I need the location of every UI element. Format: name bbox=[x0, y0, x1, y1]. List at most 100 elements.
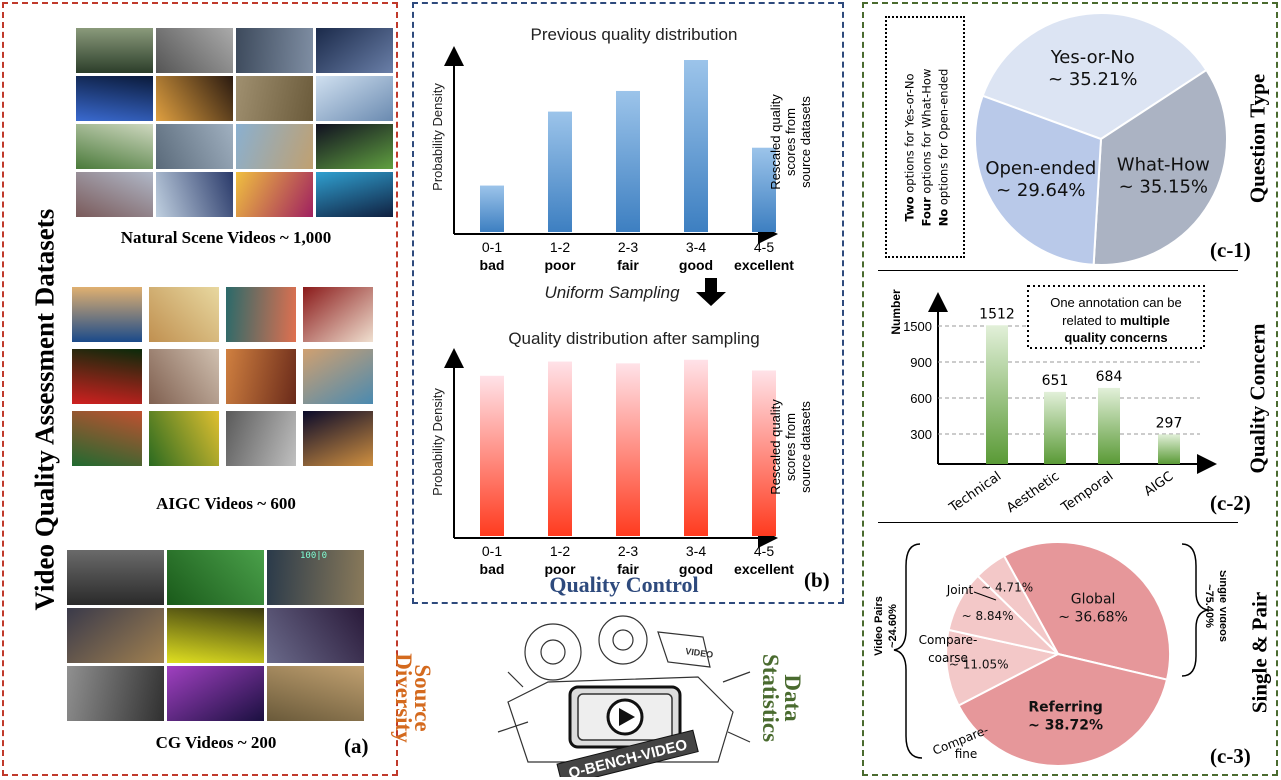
pie-label: Open-ended bbox=[985, 158, 1096, 179]
grade-label: good bbox=[679, 561, 713, 577]
pie-label: ~ 4.71% bbox=[981, 580, 1033, 594]
outer-label: Joint bbox=[946, 583, 974, 597]
y-tick: 1500 bbox=[903, 319, 932, 334]
video-thumbnail bbox=[76, 172, 153, 217]
tick-label: 2-3 bbox=[618, 239, 638, 255]
bar bbox=[480, 375, 504, 536]
grade-label: good bbox=[679, 257, 713, 273]
c1-note-line1: Two options for Yes-or-No bbox=[902, 73, 917, 222]
outer-label: coarse bbox=[928, 651, 968, 665]
data-statistics-word2: Statistics bbox=[758, 653, 783, 743]
video-thumbnail bbox=[167, 550, 264, 605]
y-tick: 900 bbox=[910, 355, 932, 370]
pie-slice bbox=[981, 12, 1208, 141]
cg-label: CG Videos ~ 200 bbox=[155, 733, 277, 752]
video-thumbnail bbox=[76, 76, 153, 121]
cg-overlay-text: 100|0 bbox=[300, 551, 328, 561]
pie-slice bbox=[1092, 68, 1228, 266]
video-thumbnail bbox=[316, 172, 393, 217]
grade-label: bad bbox=[480, 561, 505, 577]
y-tick: 600 bbox=[910, 391, 932, 406]
tick-label: 1-2 bbox=[550, 239, 570, 255]
bar bbox=[548, 361, 572, 536]
video-thumbnail bbox=[236, 172, 313, 217]
video-thumbnail bbox=[156, 76, 233, 121]
c-divider-2 bbox=[878, 522, 1238, 523]
bar bbox=[684, 359, 708, 536]
pie-label: Referring bbox=[1028, 699, 1102, 715]
c3-right-line2: ~75.40% bbox=[1203, 584, 1215, 628]
video-thumbnail bbox=[149, 287, 219, 342]
video-thumbnail bbox=[316, 76, 393, 121]
video-thumbnail bbox=[316, 124, 393, 169]
video-thumbnail bbox=[226, 349, 296, 404]
bottom-chart-xlabels: 0-1 bad 1-2 poor 2-3 fair 3-4 good 4-5 excellent bbox=[480, 543, 795, 577]
panel-a-side-title: Video Quality Assessment Datasets bbox=[29, 208, 60, 611]
bar bbox=[548, 111, 572, 232]
bottom-chart-right-label: Rescaled quality scores from source data… bbox=[768, 399, 813, 495]
grade-label: fair bbox=[617, 257, 639, 273]
c1-side-label: Question Type bbox=[1245, 73, 1270, 204]
c2-gridlines: 300 600 900 1500 bbox=[903, 319, 1200, 442]
tick-label: 2-3 bbox=[618, 543, 638, 559]
pie-label: ~ 38.72% bbox=[1028, 717, 1103, 733]
bottom-chart-title: Quality distribution after sampling bbox=[508, 329, 759, 348]
c1-tag: (c-1) bbox=[1210, 238, 1251, 262]
video-thumbnail bbox=[149, 349, 219, 404]
video-thumbnail bbox=[156, 124, 233, 169]
c2-note-line3: quality concerns bbox=[1064, 330, 1167, 345]
c2-note-box bbox=[1027, 285, 1205, 349]
y-tick: 300 bbox=[910, 427, 932, 442]
grade-label: excellent bbox=[734, 257, 794, 273]
panel-a-tag: (a) bbox=[344, 734, 369, 758]
top-right-line1: Rescaled quality bbox=[768, 94, 783, 190]
pie-label: ~ 29.64% bbox=[996, 180, 1085, 201]
pie-slice bbox=[974, 94, 1103, 266]
top-chart-bars bbox=[480, 60, 776, 233]
video-thumbnail bbox=[72, 349, 142, 404]
panel-b-tag: (b) bbox=[804, 568, 830, 592]
pie-slice bbox=[976, 554, 1059, 655]
tick-label: 3-4 bbox=[686, 543, 706, 559]
source-diversity-word2: Diversity bbox=[391, 653, 416, 743]
video-thumbnail bbox=[316, 28, 393, 73]
pie-slice bbox=[1002, 541, 1171, 681]
video-thumbnail bbox=[236, 124, 313, 169]
c3-left-line2: ~24.60% bbox=[887, 604, 899, 648]
top-right-line3: source datasets bbox=[798, 96, 813, 188]
video-thumbnail bbox=[267, 550, 364, 605]
category-label: Aesthetic bbox=[1004, 469, 1062, 516]
video-thumbnail bbox=[76, 124, 153, 169]
tick-label: 0-1 bbox=[482, 543, 502, 559]
pie-label: What-How bbox=[1117, 154, 1210, 175]
video-thumbnail bbox=[156, 28, 233, 73]
bar bbox=[1044, 391, 1066, 464]
c3-side-label: Single & Pair bbox=[1247, 591, 1272, 714]
c2-ylabel: Number bbox=[889, 289, 903, 335]
category-label: Temporal bbox=[1058, 469, 1116, 516]
top-chart-right-label: Rescaled quality scores from source data… bbox=[768, 94, 813, 190]
c1-note-line3: No options for Open-ended bbox=[936, 68, 951, 227]
quality-control-footer: Quality Control bbox=[549, 572, 698, 597]
panel-a-datasets bbox=[2, 2, 398, 776]
c2-tag: (c-2) bbox=[1210, 491, 1251, 515]
pie-label: ~ 35.21% bbox=[1048, 69, 1137, 90]
aigc-label: AIGC Videos ~ 600 bbox=[156, 494, 296, 513]
tick-label: 4-5 bbox=[754, 239, 774, 255]
value-label: 651 bbox=[1042, 373, 1069, 389]
video-thumbnail bbox=[303, 349, 373, 404]
video-thumbnail bbox=[67, 666, 164, 721]
video-thumbnail bbox=[167, 666, 264, 721]
pie-slice bbox=[957, 652, 1169, 767]
tick-label: 0-1 bbox=[482, 239, 502, 255]
tick-label: 3-4 bbox=[686, 239, 706, 255]
bottom-chart-bars bbox=[480, 359, 776, 536]
bottom-chart-ylabel: Probability Density bbox=[430, 388, 445, 496]
c1-note-box: Two options for Yes-or-No Four options f… bbox=[885, 16, 965, 258]
pie-label: ~ 8.84% bbox=[962, 609, 1014, 623]
video-thumbnail bbox=[167, 608, 264, 663]
outer-label: fine bbox=[955, 747, 978, 761]
natural-scene-label: Natural Scene Videos ~ 1,000 bbox=[120, 228, 332, 247]
c2-side-label: Quality Concern bbox=[1245, 323, 1270, 474]
down-arrow-icon bbox=[696, 278, 726, 306]
